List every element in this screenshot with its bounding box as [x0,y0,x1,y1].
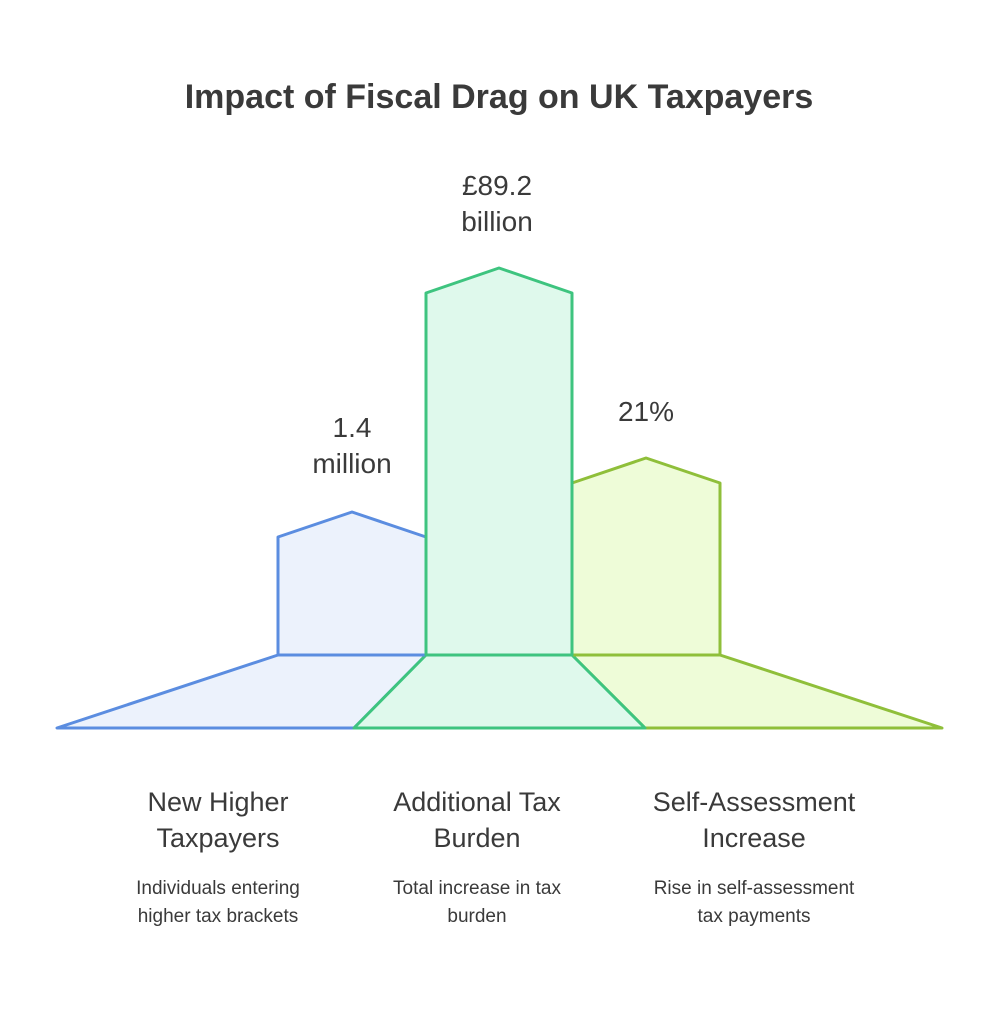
category-desc-line: Individuals entering [136,878,300,899]
category-title-line: Burden [433,823,521,853]
category-desc-line: Total increase in tax [393,878,561,899]
category-title-new-higher-taxpayers: New Higher Taxpayers [88,784,348,856]
bar-additional-tax-burden [424,266,574,657]
category-title-line: Self-Assessment [652,787,856,817]
category-desc-line: burden [447,906,507,927]
category-title-line: Increase [702,823,806,853]
category-title-line: Additional Tax [393,787,561,817]
value-line: 21% [617,396,675,427]
category-title-line: Taxpayers [156,823,280,853]
bar-self-assessment [570,456,722,657]
value-label-self-assessment: 21% [556,394,736,430]
bar-new-higher-taxpayers [276,510,428,657]
value-line: 1.4 [332,412,372,443]
category-title-self-assessment: Self-Assessment Increase [624,784,884,856]
value-label-new-higher-taxpayers: 1.4 million [262,410,442,482]
category-desc-line: higher tax brackets [137,906,299,927]
category-title-additional-tax-burden: Additional Tax Burden [347,784,607,856]
category-desc-line: tax payments [697,906,811,927]
category-desc-line: Rise in self-assessment [653,878,855,899]
value-label-additional-tax-burden: £89.2 billion [407,168,587,240]
value-line: £89.2 [461,170,533,201]
value-line: million [312,448,392,479]
category-desc-self-assessment: Rise in self-assessment tax payments [624,875,884,931]
category-desc-additional-tax-burden: Total increase in tax burden [347,875,607,931]
value-line: billion [461,206,533,237]
category-title-line: New Higher [147,787,289,817]
diagram-title: Impact of Fiscal Drag on UK Taxpayers [184,78,814,116]
category-desc-new-higher-taxpayers: Individuals entering higher tax brackets [88,875,348,931]
